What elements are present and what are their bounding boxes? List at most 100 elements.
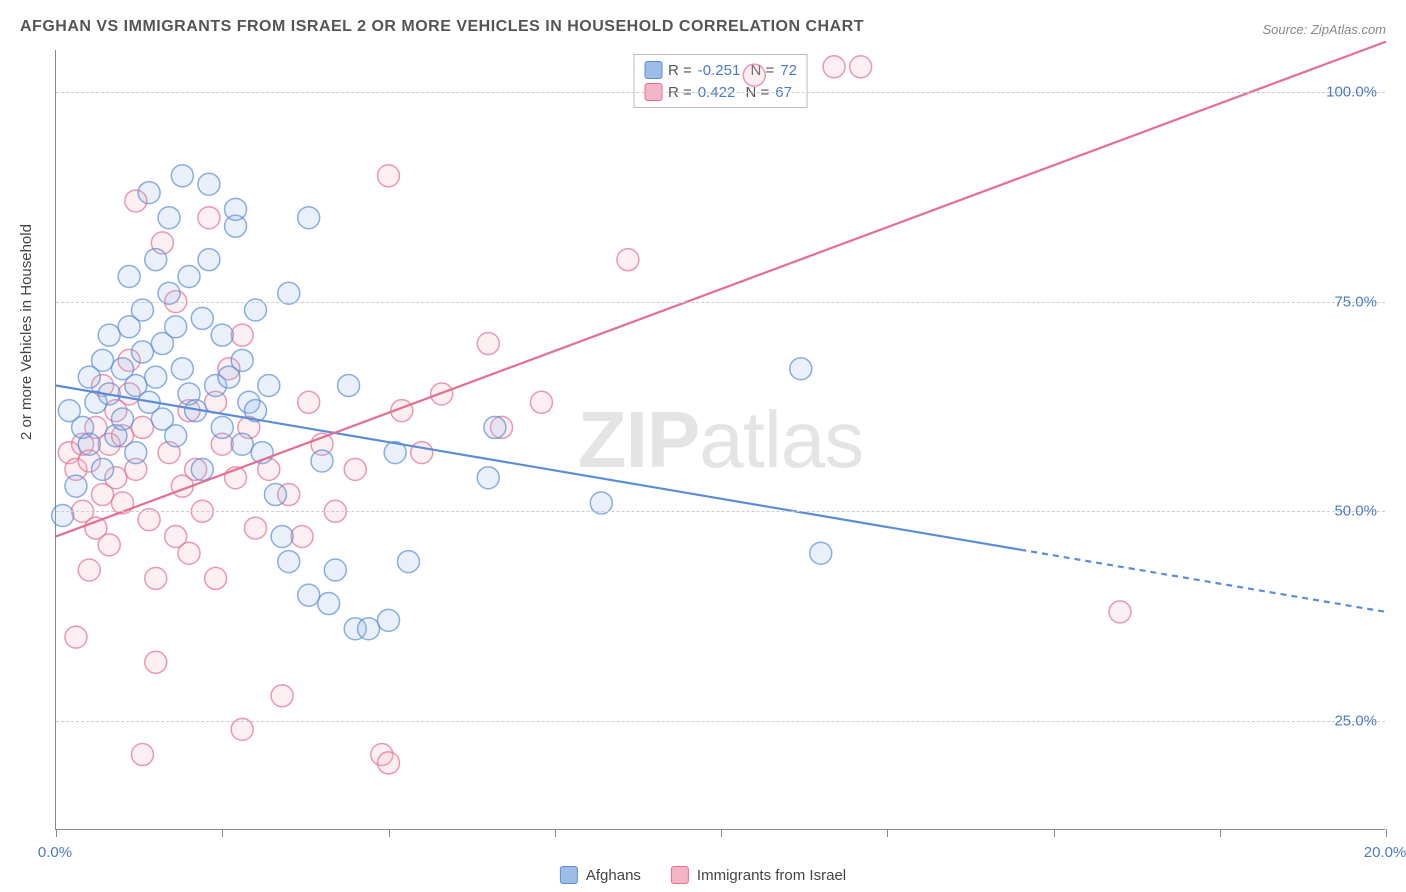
x-tick (1386, 829, 1387, 837)
scatter-point (165, 425, 187, 447)
scatter-point (271, 685, 293, 707)
scatter-point (338, 374, 360, 396)
gridline (56, 302, 1385, 303)
x-tick (1054, 829, 1055, 837)
scatter-point (397, 551, 419, 573)
scatter-point (131, 341, 153, 363)
scatter-point (138, 182, 160, 204)
gridline (56, 721, 1385, 722)
scatter-point (810, 542, 832, 564)
legend-item-afghans: Afghans (560, 866, 641, 884)
scatter-point (530, 391, 552, 413)
scatter-point (617, 249, 639, 271)
y-tick-label: 50.0% (1334, 503, 1377, 520)
scatter-point (291, 525, 313, 547)
x-tick (721, 829, 722, 837)
scatter-point (298, 584, 320, 606)
scatter-point (65, 626, 87, 648)
scatter-point (158, 207, 180, 229)
scatter-point (298, 391, 320, 413)
scatter-point (98, 534, 120, 556)
scatter-point (191, 307, 213, 329)
scatter-point (790, 358, 812, 380)
scatter-point (411, 442, 433, 464)
scatter-point (205, 567, 227, 589)
scatter-point (78, 559, 100, 581)
scatter-point (131, 416, 153, 438)
scatter-point (477, 333, 499, 355)
series-legend: Afghans Immigrants from Israel (560, 866, 846, 884)
scatter-point (484, 416, 506, 438)
scatter-point (231, 433, 253, 455)
scatter-point (231, 349, 253, 371)
x-tick-label: 0.0% (38, 844, 72, 861)
scatter-point (131, 744, 153, 766)
scatter-point (271, 525, 293, 547)
x-tick (555, 829, 556, 837)
x-tick (56, 829, 57, 837)
gridline (56, 92, 1385, 93)
scatter-point (198, 249, 220, 271)
scatter-point (225, 198, 247, 220)
scatter-point (145, 567, 167, 589)
legend-item-israel: Immigrants from Israel (671, 866, 846, 884)
scatter-point (145, 366, 167, 388)
trend-line-dashed (1020, 550, 1386, 612)
scatter-plot (56, 50, 1385, 829)
y-axis-title: 2 or more Vehicles in Household (18, 224, 35, 440)
scatter-point (823, 56, 845, 78)
chart-title: AFGHAN VS IMMIGRANTS FROM ISRAEL 2 OR MO… (20, 18, 864, 36)
y-tick-label: 100.0% (1326, 83, 1377, 100)
scatter-point (112, 408, 134, 430)
scatter-point (378, 752, 400, 774)
scatter-point (378, 609, 400, 631)
scatter-point (198, 173, 220, 195)
scatter-point (65, 475, 87, 497)
scatter-point (92, 349, 114, 371)
gridline (56, 511, 1385, 512)
scatter-point (1109, 601, 1131, 623)
scatter-point (378, 165, 400, 187)
scatter-point (298, 207, 320, 229)
legend-swatch-israel (671, 866, 689, 884)
trend-line (56, 42, 1386, 537)
scatter-point (191, 458, 213, 480)
scatter-point (52, 504, 74, 526)
x-tick (1220, 829, 1221, 837)
scatter-point (850, 56, 872, 78)
legend-swatch-afghans (560, 866, 578, 884)
scatter-point (477, 467, 499, 489)
scatter-point (358, 618, 380, 640)
scatter-point (118, 265, 140, 287)
scatter-point (198, 207, 220, 229)
scatter-point (278, 551, 300, 573)
scatter-point (92, 458, 114, 480)
source-attribution: Source: ZipAtlas.com (1262, 22, 1386, 37)
x-tick (389, 829, 390, 837)
scatter-point (165, 316, 187, 338)
legend-label-israel: Immigrants from Israel (697, 867, 846, 884)
scatter-point (211, 416, 233, 438)
scatter-point (78, 433, 100, 455)
scatter-point (311, 450, 333, 472)
scatter-point (171, 165, 193, 187)
scatter-point (344, 458, 366, 480)
scatter-point (324, 559, 346, 581)
scatter-point (178, 542, 200, 564)
scatter-point (145, 651, 167, 673)
scatter-point (171, 358, 193, 380)
legend-label-afghans: Afghans (586, 867, 641, 884)
y-tick-label: 75.0% (1334, 293, 1377, 310)
x-tick (222, 829, 223, 837)
scatter-point (245, 517, 267, 539)
x-tick-label: 20.0% (1364, 844, 1406, 861)
scatter-point (318, 593, 340, 615)
scatter-point (145, 249, 167, 271)
scatter-point (211, 324, 233, 346)
scatter-point (258, 374, 280, 396)
plot-area: ZIPatlas R = -0.251 N = 72 R = 0.422 N =… (55, 50, 1385, 830)
scatter-point (264, 484, 286, 506)
scatter-point (125, 442, 147, 464)
scatter-point (178, 265, 200, 287)
y-tick-label: 25.0% (1334, 712, 1377, 729)
